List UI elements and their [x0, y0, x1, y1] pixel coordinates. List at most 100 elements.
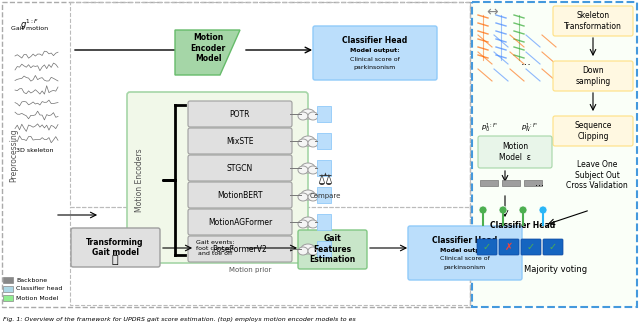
FancyBboxPatch shape: [317, 133, 331, 149]
Ellipse shape: [301, 136, 315, 146]
Ellipse shape: [298, 139, 308, 147]
Circle shape: [499, 206, 507, 214]
Text: ...: ...: [536, 178, 545, 188]
Text: Clinical score of: Clinical score of: [440, 257, 490, 262]
Ellipse shape: [211, 242, 229, 254]
FancyBboxPatch shape: [317, 160, 331, 176]
Text: ...: ...: [520, 57, 531, 67]
FancyBboxPatch shape: [543, 239, 563, 255]
Ellipse shape: [301, 109, 315, 119]
Ellipse shape: [298, 220, 308, 228]
Text: Sequence
Clipping: Sequence Clipping: [574, 121, 612, 141]
Ellipse shape: [308, 139, 318, 147]
Ellipse shape: [206, 237, 224, 249]
FancyBboxPatch shape: [521, 239, 541, 255]
Ellipse shape: [308, 247, 318, 255]
Ellipse shape: [298, 193, 308, 201]
Bar: [70, 207, 470, 305]
Text: $p_0^{1:F'}$: $p_0^{1:F'}$: [481, 122, 499, 134]
FancyBboxPatch shape: [317, 241, 331, 257]
FancyBboxPatch shape: [3, 286, 13, 292]
FancyBboxPatch shape: [478, 136, 552, 168]
Text: Transforming
Gait model: Transforming Gait model: [86, 238, 144, 257]
FancyBboxPatch shape: [499, 239, 519, 255]
Ellipse shape: [209, 239, 227, 251]
FancyBboxPatch shape: [553, 61, 633, 91]
FancyBboxPatch shape: [188, 209, 292, 235]
Text: ✓: ✓: [483, 242, 491, 252]
Text: Gait
Features
Estimation: Gait Features Estimation: [309, 234, 355, 264]
Text: parkinsonism: parkinsonism: [354, 65, 396, 69]
FancyBboxPatch shape: [502, 180, 520, 186]
FancyBboxPatch shape: [298, 230, 367, 269]
Text: Gait motion: Gait motion: [12, 26, 49, 31]
FancyBboxPatch shape: [317, 106, 331, 122]
Text: Compare: Compare: [309, 193, 340, 199]
Ellipse shape: [203, 239, 221, 251]
Text: Motion
Encoder
Model: Motion Encoder Model: [190, 33, 226, 63]
Ellipse shape: [301, 190, 315, 200]
Text: Fig. 1: Overview of the framework for UPDRS gait score estimation. (top) employs: Fig. 1: Overview of the framework for UP…: [3, 318, 356, 323]
Text: Classifier Head: Classifier Head: [433, 236, 498, 245]
Text: Model output:: Model output:: [440, 248, 490, 253]
Text: Classifier head: Classifier head: [16, 286, 62, 291]
FancyBboxPatch shape: [477, 239, 497, 255]
FancyBboxPatch shape: [3, 277, 13, 283]
Ellipse shape: [201, 242, 219, 254]
FancyBboxPatch shape: [480, 180, 498, 186]
Bar: [70, 2, 470, 207]
FancyBboxPatch shape: [71, 228, 160, 267]
Text: Motion Model: Motion Model: [16, 295, 58, 300]
Text: ✗: ✗: [505, 242, 513, 252]
Text: ↔: ↔: [486, 5, 498, 19]
FancyBboxPatch shape: [127, 92, 308, 263]
Ellipse shape: [298, 247, 308, 255]
FancyBboxPatch shape: [313, 26, 437, 80]
Text: Skeleton
Transformation: Skeleton Transformation: [564, 11, 622, 31]
Text: Motion
Model  ε: Motion Model ε: [499, 142, 531, 162]
FancyBboxPatch shape: [188, 155, 292, 181]
FancyBboxPatch shape: [317, 214, 331, 230]
Text: Classifier Head: Classifier Head: [342, 36, 408, 45]
Text: PoseFormerV2: PoseFormerV2: [212, 245, 268, 254]
Circle shape: [539, 206, 547, 214]
FancyBboxPatch shape: [188, 182, 292, 208]
Text: Backbone: Backbone: [16, 277, 47, 282]
Ellipse shape: [206, 247, 224, 259]
Text: MotionAGFormer: MotionAGFormer: [208, 217, 272, 226]
FancyBboxPatch shape: [188, 236, 292, 262]
Text: STGCN: STGCN: [227, 163, 253, 173]
Ellipse shape: [301, 163, 315, 173]
Text: parkinsonism: parkinsonism: [444, 266, 486, 270]
Ellipse shape: [298, 112, 308, 120]
Text: Motion Encoders: Motion Encoders: [136, 148, 145, 212]
FancyBboxPatch shape: [188, 128, 292, 154]
Ellipse shape: [301, 244, 315, 254]
Text: Gait events:
foot contact
and toe off: Gait events: foot contact and toe off: [196, 240, 234, 256]
FancyBboxPatch shape: [524, 180, 542, 186]
Text: 3D skeleton: 3D skeleton: [16, 148, 54, 153]
Ellipse shape: [298, 166, 308, 174]
Text: Leave One
Subject Out
Cross Validation: Leave One Subject Out Cross Validation: [566, 160, 628, 190]
FancyBboxPatch shape: [3, 295, 13, 301]
Circle shape: [479, 206, 487, 214]
Text: Preprocessing: Preprocessing: [10, 128, 19, 182]
FancyBboxPatch shape: [553, 6, 633, 36]
FancyBboxPatch shape: [408, 226, 522, 280]
Text: POTR: POTR: [230, 110, 250, 119]
Circle shape: [519, 206, 527, 214]
Text: MotionBERT: MotionBERT: [217, 191, 263, 200]
Ellipse shape: [308, 112, 318, 120]
Text: $g^{1:F}$: $g^{1:F}$: [20, 18, 40, 32]
Ellipse shape: [308, 166, 318, 174]
FancyBboxPatch shape: [317, 187, 331, 203]
Bar: [472, 2, 637, 307]
Ellipse shape: [308, 220, 318, 228]
Text: Majority voting: Majority voting: [524, 266, 588, 274]
Text: 🔒: 🔒: [112, 255, 118, 265]
Text: Classifier Head: Classifier Head: [490, 220, 556, 229]
Text: Motion prior: Motion prior: [229, 267, 271, 273]
Ellipse shape: [308, 193, 318, 201]
Bar: [2, 2, 470, 307]
FancyBboxPatch shape: [188, 101, 292, 127]
